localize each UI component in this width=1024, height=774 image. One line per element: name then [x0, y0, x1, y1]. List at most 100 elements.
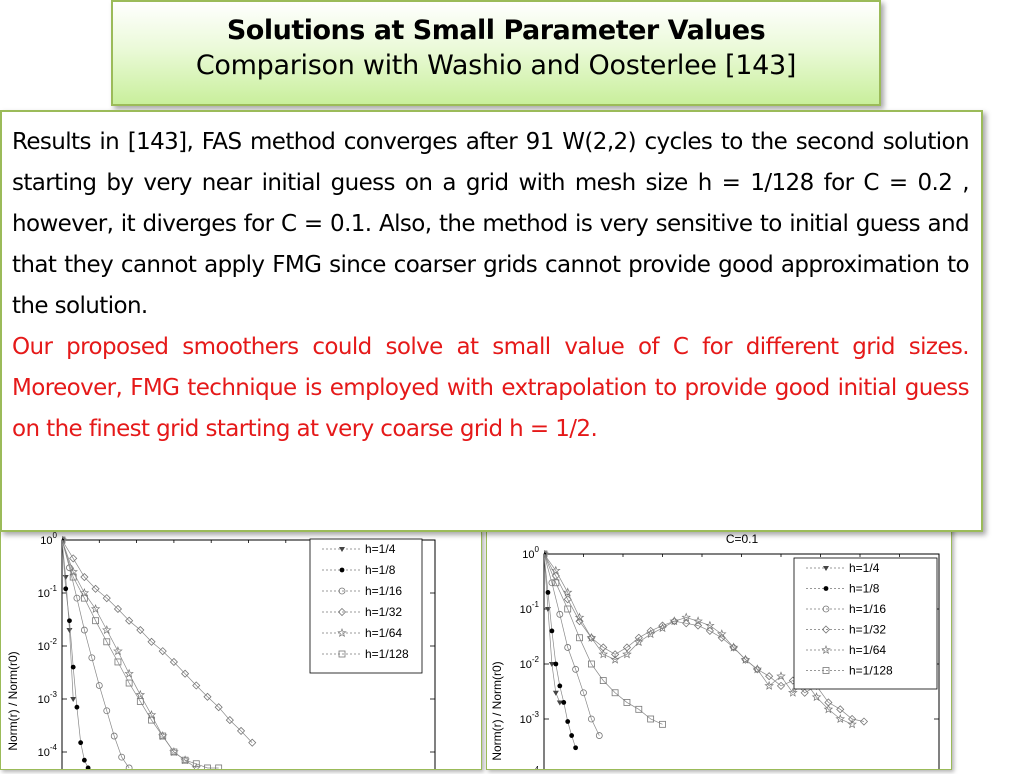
y-tick-label: 10-2	[38, 637, 58, 653]
data-point	[561, 700, 567, 705]
data-point	[159, 732, 167, 740]
series-line	[62, 539, 130, 769]
chart-left-svg: 100 10-1 10-2 10-3 10-4 Norm(r) / Norm(r0) h=1…	[6, 531, 436, 774]
y-tick-label: 10-4	[520, 765, 540, 769]
data-point	[569, 733, 575, 738]
series-line	[62, 539, 197, 769]
data-point	[588, 660, 595, 668]
data-point	[181, 669, 190, 678]
data-point	[634, 633, 643, 642]
data-point	[557, 683, 563, 689]
data-point	[124, 668, 134, 678]
data-point	[136, 698, 144, 705]
data-point	[63, 586, 69, 592]
data-point	[610, 654, 620, 664]
series-h=1/32	[62, 536, 257, 747]
series-line	[62, 539, 253, 743]
data-point	[62, 536, 66, 544]
data-point	[125, 764, 133, 772]
data-point	[659, 720, 666, 728]
legend-entry: h=1/32	[365, 605, 402, 619]
data-point	[811, 692, 822, 702]
data-point	[68, 566, 78, 576]
data-point	[556, 700, 563, 706]
slide-subtitle: Comparison with Washio and Oosterlee [14…	[195, 50, 797, 81]
data-point	[681, 612, 691, 622]
proposal-paragraph: Our proposed smoothers could solve at sm…	[12, 334, 970, 442]
legend-entry: h=1/64	[365, 626, 402, 640]
legend: h=1/4 h=1/8 h=1/16 h=1/32 h=1/64 h=1/128	[793, 557, 938, 690]
data-point	[556, 610, 564, 618]
data-point	[103, 638, 111, 646]
data-point	[776, 671, 786, 681]
data-point	[74, 704, 80, 710]
data-point	[598, 649, 609, 659]
slide-title: Solutions at Small Parameter Values	[226, 15, 766, 46]
data-point	[693, 616, 703, 626]
data-point	[573, 745, 578, 751]
data-point	[599, 677, 607, 684]
y-tick-label: 100	[40, 531, 57, 547]
data-point	[79, 588, 90, 597]
legend-marker	[821, 645, 831, 654]
data-point	[80, 626, 88, 634]
data-point	[118, 753, 126, 761]
data-point	[85, 765, 91, 771]
legend-marker	[337, 607, 347, 617]
data-point	[125, 616, 134, 625]
legend-marker	[823, 586, 829, 591]
data-point	[70, 664, 76, 670]
data-point	[848, 714, 857, 724]
data-point	[564, 605, 572, 613]
data-point	[136, 625, 145, 635]
data-point	[66, 628, 73, 634]
data-point	[148, 716, 155, 724]
text-box: Results in [143], FAS method converges a…	[0, 110, 983, 532]
series-h=1/16	[62, 536, 133, 772]
results-paragraph: Results in [143], FAS method converges a…	[12, 129, 970, 319]
data-point	[634, 637, 644, 647]
legend-entry: h=1/128	[849, 664, 893, 678]
data-point	[611, 650, 620, 659]
legend-marker	[822, 605, 830, 613]
data-point	[562, 587, 573, 597]
data-point	[69, 573, 77, 581]
residual-chart-right: C=0.1 100 10-1 10-2 10-3 10-4 Norm(r) / Norm(r…	[486, 514, 952, 774]
data-point	[623, 699, 631, 706]
legend-entry: h=1/32	[849, 623, 886, 637]
legend-marker	[338, 650, 346, 658]
chart-title: C=0.1	[726, 532, 759, 546]
data-point	[113, 604, 123, 614]
data-point	[647, 715, 655, 723]
legend-entry: h=1/16	[365, 584, 402, 598]
data-point	[564, 644, 572, 651]
legend-marker	[337, 628, 347, 637]
data-point	[73, 594, 81, 602]
series-line	[544, 553, 663, 725]
series-h=1/128	[544, 550, 666, 728]
data-point	[69, 554, 78, 563]
legend: h=1/4 h=1/8 h=1/16 h=1/32 h=1/64 h=1/128	[309, 538, 423, 674]
data-point	[158, 647, 167, 656]
data-point	[836, 705, 845, 714]
legend-entry: h=1/8	[849, 582, 880, 596]
data-point	[103, 707, 111, 715]
data-point	[823, 704, 834, 714]
data-point	[835, 713, 846, 723]
data-point	[114, 658, 122, 666]
y-tick-label: 10-4	[38, 743, 58, 759]
data-point	[669, 616, 680, 626]
title-box: Solutions at Small Parameter Values Comp…	[111, 0, 881, 106]
data-point	[192, 760, 200, 768]
y-tick-label: 10-1	[520, 600, 540, 616]
data-point	[586, 632, 597, 642]
y-axis-label: Norm(r) / Norm(r0)	[6, 651, 20, 750]
data-point	[78, 740, 84, 746]
data-point	[102, 594, 111, 603]
data-point	[181, 756, 189, 764]
series-h=1/8	[62, 537, 91, 771]
legend-entry: h=1/16	[849, 602, 886, 616]
data-point	[88, 654, 96, 662]
data-point	[728, 642, 739, 652]
data-point	[552, 690, 559, 696]
